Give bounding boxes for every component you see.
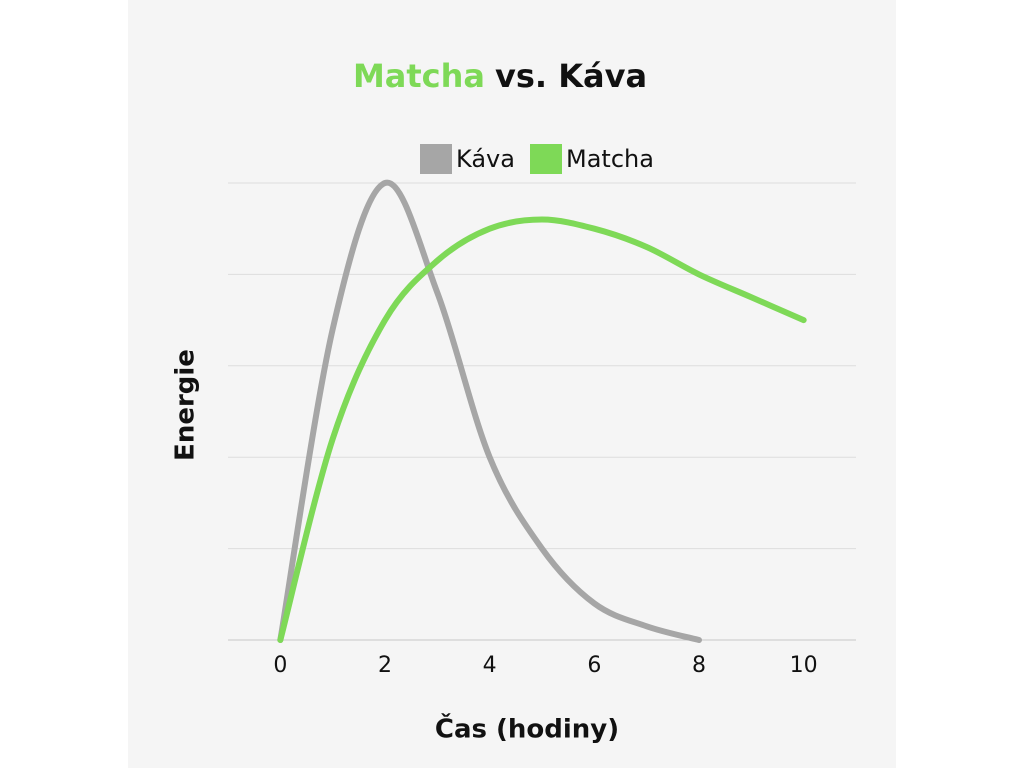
title-part: vs. Káva [495,57,647,95]
x-tick-label: 2 [378,653,392,678]
legend-swatch [420,144,452,174]
title-part: Matcha [353,57,485,95]
line-series [277,216,807,643]
line-series [277,179,702,643]
legend-label: Káva [456,145,515,173]
y-axis-label: Energie [171,349,201,461]
x-tick-label: 6 [587,653,601,678]
panel [128,0,896,768]
legend-swatch [530,144,562,174]
x-tick-label: 4 [483,653,497,678]
x-tick-label: 10 [790,653,818,678]
x-axis-label: Čas (hodiny) [435,713,619,745]
chart-title: Matcha vs. Káva [353,57,647,95]
x-tick-label: 0 [273,653,287,678]
x-tick-label: 8 [692,653,706,678]
legend-label: Matcha [566,145,654,173]
